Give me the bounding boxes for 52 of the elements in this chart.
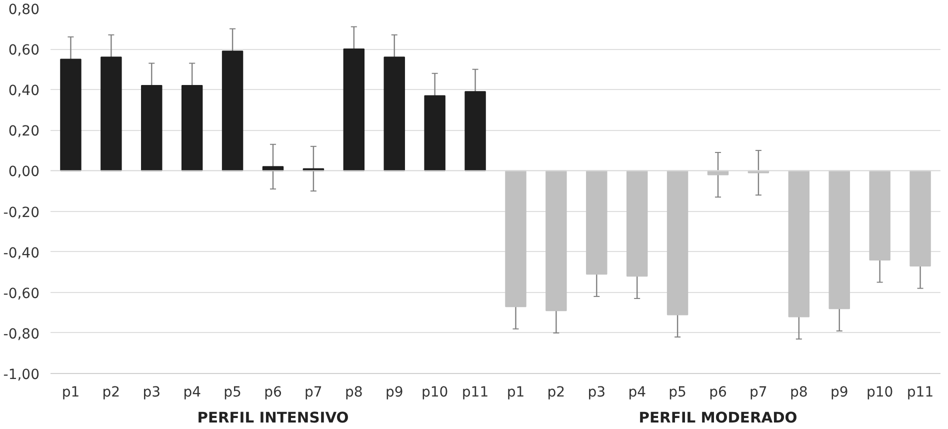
bar — [828, 170, 850, 310]
bar — [384, 56, 405, 172]
bar — [100, 56, 122, 172]
bar — [788, 170, 810, 318]
x-tick-label: p1 — [506, 384, 525, 400]
x-tick-label: p2 — [102, 384, 120, 400]
x-tick-label: p11 — [906, 384, 934, 400]
y-tick-label: -0,40 — [3, 245, 40, 262]
x-tick-label: p6 — [264, 384, 282, 400]
text: PERFIL INTENSIVO — [197, 410, 349, 426]
bar — [60, 58, 82, 172]
x-tick-label: p1 — [62, 384, 80, 400]
bar — [464, 91, 486, 172]
y-tick-label: 0,00 — [8, 164, 40, 180]
x-tick-label: p5 — [668, 384, 686, 400]
x-tick-label: p4 — [183, 384, 202, 400]
bar — [343, 48, 365, 172]
y-tick-label: 0,20 — [8, 124, 40, 140]
x-tick-label: p11 — [462, 384, 489, 400]
y-tick-label: -0,20 — [3, 204, 40, 221]
bar — [505, 170, 526, 308]
y-tick-label: -1,00 — [3, 367, 40, 383]
x-tick-label: p7 — [750, 384, 768, 400]
x-tick-label: p9 — [830, 384, 848, 400]
y-tick-label: -0,80 — [3, 326, 40, 342]
bar — [910, 170, 931, 267]
bar — [222, 50, 244, 172]
x-tick-label: p8 — [790, 384, 808, 400]
y-tick-label: -0,60 — [3, 286, 40, 302]
x-tick-label: p5 — [224, 384, 242, 400]
bar — [626, 170, 648, 277]
x-tick-label: p2 — [547, 384, 566, 400]
x-tick-label: p10 — [421, 384, 448, 400]
x-tick-label: p3 — [588, 384, 606, 400]
y-tick-label: 0,60 — [8, 42, 40, 59]
bar — [141, 85, 162, 172]
bar — [586, 170, 608, 275]
x-tick-label: p4 — [628, 384, 646, 400]
bar — [869, 170, 890, 260]
bar — [546, 170, 567, 312]
bar — [424, 95, 446, 172]
bar — [666, 170, 688, 316]
y-tick-label: 0,80 — [8, 2, 40, 18]
x-tick-label: p6 — [709, 384, 727, 400]
x-tick-label: p10 — [866, 384, 894, 400]
y-tick-label: 0,40 — [8, 83, 40, 100]
x-tick-label: p7 — [304, 384, 322, 400]
x-tick-label: p3 — [142, 384, 161, 400]
x-tick-label: p8 — [345, 384, 363, 400]
x-tick-label: p9 — [385, 384, 404, 400]
text: PERFIL MODERADO — [638, 410, 798, 426]
bar — [181, 85, 203, 172]
